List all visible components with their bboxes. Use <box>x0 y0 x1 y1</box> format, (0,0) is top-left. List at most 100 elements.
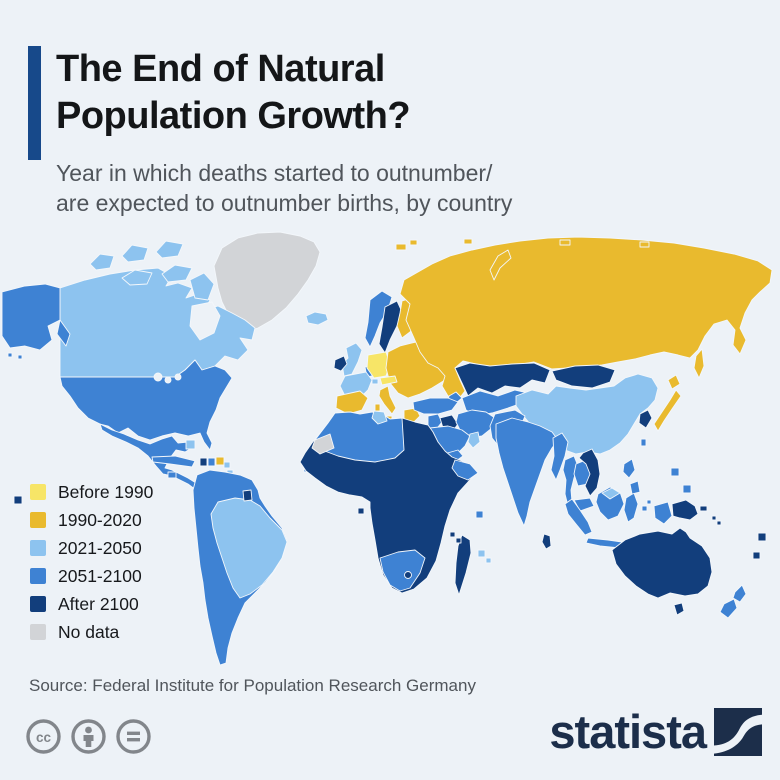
map-island-taiwan <box>640 438 647 447</box>
map-country-kazakhstan <box>454 362 551 397</box>
title-line2: Population Growth? <box>56 95 411 137</box>
map-country-madagascar <box>454 534 472 596</box>
map-island-solomon <box>716 520 722 526</box>
map-country-dominican-republic <box>207 457 216 467</box>
statista-logo: statista <box>549 704 762 760</box>
map-country-new-zealand-south <box>719 598 738 619</box>
legend-swatch-no-data <box>30 624 46 640</box>
legend-label: No data <box>58 621 120 642</box>
map-island-arctic-ru <box>639 241 650 248</box>
map-country-italy <box>378 385 397 415</box>
map-island-bahamas <box>185 439 196 450</box>
map-arctic-island <box>155 240 184 259</box>
map-arctic-island <box>161 264 193 283</box>
map-country-cuba <box>151 455 196 468</box>
legend-label: 2051-2100 <box>58 565 142 586</box>
world-choropleth-map <box>0 228 780 678</box>
subtitle-line1: Year in which deaths started to outnumbe… <box>56 160 493 186</box>
legend-swatch-2021-2050 <box>30 540 46 556</box>
map-island-hokkaido <box>667 374 681 390</box>
map-country-brazil <box>210 497 288 599</box>
map-region-french-guiana <box>242 489 253 502</box>
statista-mark-icon <box>714 708 762 756</box>
map-island-sardinia <box>374 403 381 412</box>
statista-wordmark: statista <box>549 705 707 758</box>
map-region-borneo-north <box>601 487 621 500</box>
subtitle-line2: are expected to outnumber births, by cou… <box>56 190 513 216</box>
svg-text:cc: cc <box>36 730 52 745</box>
map-country-iceland <box>305 311 329 326</box>
map-island-arctic-ru <box>559 239 571 246</box>
map-island-svalbard <box>395 243 407 251</box>
map-region-iberia <box>335 390 369 415</box>
map-island-sakhalin <box>693 348 705 379</box>
map-island-svalbard <box>409 239 418 246</box>
map-country-somalia <box>451 459 479 481</box>
map-country-lesotho <box>404 571 412 579</box>
cc-icon: cc <box>26 719 61 754</box>
page-title: The End of Natural Population Growth? <box>56 46 696 140</box>
map-island-new-britain <box>699 505 708 512</box>
map-island-aleutian <box>7 352 13 358</box>
map-arctic-island <box>89 253 115 271</box>
map-island-aleutian <box>17 354 23 360</box>
map-island-novaya-zemlya <box>489 249 512 281</box>
map-great-lake <box>164 376 172 384</box>
map-island-luzon <box>622 458 636 479</box>
map-island-seychelles <box>475 510 484 519</box>
map-island-moluccas <box>641 505 648 512</box>
map-island-pacific <box>752 551 761 560</box>
map-island-pacific <box>682 484 692 494</box>
map-region-korea <box>638 409 653 429</box>
legend-item: 1990-2020 <box>30 506 153 534</box>
legend-label: 1990-2020 <box>58 509 142 530</box>
map-island-mauritius <box>477 549 486 558</box>
map-island-reunion <box>485 557 492 564</box>
map-island-pacific <box>13 495 23 505</box>
map-island-antilles <box>223 461 231 469</box>
map-country-mongolia <box>551 364 616 389</box>
legend-item: No data <box>30 618 153 646</box>
map-country-uk <box>341 342 363 377</box>
legend-swatch-after-2100 <box>30 596 46 612</box>
map-country-papua-new-guinea <box>671 499 699 521</box>
map-country-germany <box>366 351 391 379</box>
map-island-moluccas <box>646 499 652 505</box>
map-great-lake <box>174 373 182 381</box>
map-arctic-island <box>121 269 153 286</box>
map-country-ireland <box>333 355 348 372</box>
map-island-fiji <box>757 532 767 542</box>
map-country-sri-lanka <box>541 533 552 550</box>
source-note: Source: Federal Institute for Population… <box>29 676 476 695</box>
page-subtitle: Year in which deaths started to outnumbe… <box>56 158 696 218</box>
map-island-sumatra <box>564 498 593 536</box>
map-island-baffin <box>189 272 215 301</box>
map-region-north-africa <box>314 411 405 463</box>
map-country-tunisia <box>371 410 388 425</box>
map-region-alaska-panhandle <box>56 319 71 347</box>
map-arctic-island <box>121 244 149 263</box>
map-island-comoros <box>449 531 456 538</box>
map-country-haiti <box>199 457 208 467</box>
map-island-mindanao <box>629 480 641 495</box>
map-country-south-africa <box>379 549 426 592</box>
legend-item: 2021-2050 <box>30 534 153 562</box>
map-country-iran <box>455 409 496 439</box>
map-country-austria <box>379 375 398 386</box>
legend-label: Before 1990 <box>58 481 154 502</box>
map-island-pacific <box>670 467 680 477</box>
attribution-icon <box>71 719 106 754</box>
map-island-tasmania <box>673 602 685 616</box>
legend-label: 2021-2050 <box>58 537 142 558</box>
map-country-oman <box>467 431 481 449</box>
license-badges: cc <box>25 718 152 755</box>
map-great-lake <box>153 372 163 382</box>
map-island-arctic-ru <box>463 238 473 245</box>
map-country-thailand <box>562 455 579 507</box>
world-map-svg <box>1 231 773 666</box>
map-island-comoros <box>455 537 462 544</box>
legend-item: After 2100 <box>30 590 153 618</box>
map-country-new-zealand-north <box>732 584 747 603</box>
map-country-norway <box>364 290 393 348</box>
